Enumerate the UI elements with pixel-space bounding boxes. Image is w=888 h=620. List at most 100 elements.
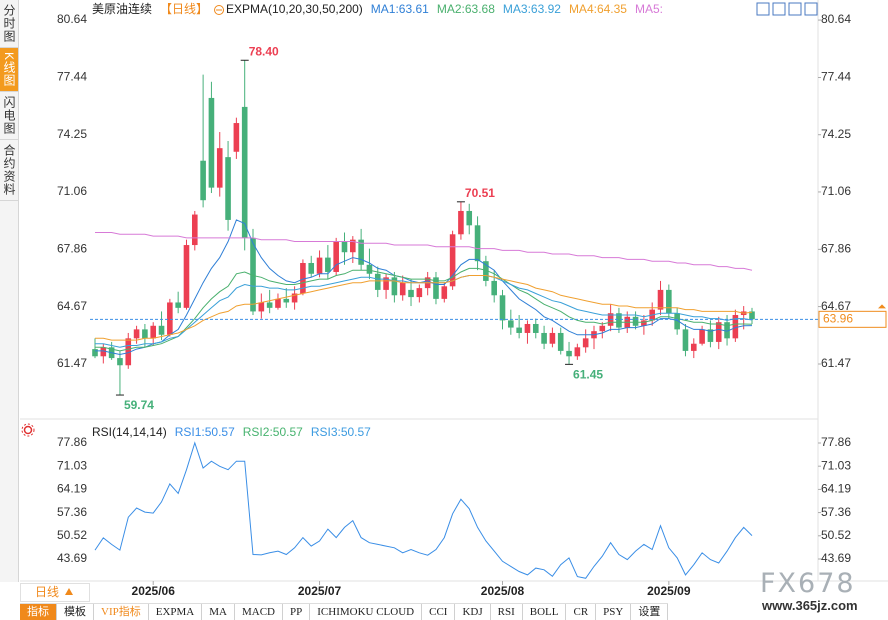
sidebar-tab[interactable]: 合约资料 xyxy=(0,140,18,202)
toolbar-button[interactable]: VIP指标 xyxy=(94,604,149,620)
candle-body xyxy=(399,282,406,296)
candle-body xyxy=(466,210,473,226)
toolbar-button[interactable]: ICHIMOKU CLOUD xyxy=(310,604,423,620)
toolbar-button[interactable]: CR xyxy=(566,604,597,620)
legend-entry: RSI2:50.57 xyxy=(243,425,303,439)
candle-body xyxy=(724,322,730,339)
toolbar-button[interactable]: BOLL xyxy=(523,604,567,620)
candle-body xyxy=(657,289,664,310)
candle-body xyxy=(383,277,389,290)
candle-body xyxy=(616,313,622,328)
candle-body xyxy=(183,245,190,308)
sidebar-tab[interactable]: K线图 xyxy=(0,48,18,93)
toolbar-button[interactable]: MA xyxy=(202,604,235,620)
candle-body xyxy=(391,277,398,296)
toolbar-button[interactable]: 设置 xyxy=(631,604,669,620)
toolbar-button[interactable]: PSY xyxy=(596,604,632,620)
collapse-icon xyxy=(214,5,225,15)
x-tick-label: 2025/07 xyxy=(298,584,342,598)
candle-body xyxy=(666,289,672,314)
candle-body xyxy=(133,329,140,339)
candle-body xyxy=(341,241,348,253)
candle-body xyxy=(516,327,522,333)
candle-body xyxy=(241,106,248,238)
toolbar-button[interactable]: 模板 xyxy=(57,604,94,620)
candle-body xyxy=(499,295,506,321)
candle-body xyxy=(541,332,547,344)
candle-body xyxy=(574,347,581,357)
candle-body xyxy=(191,214,198,246)
candle-body xyxy=(732,315,739,339)
sidebar-tab[interactable]: 分时图 xyxy=(0,0,18,48)
settings-icon[interactable] xyxy=(21,423,35,437)
legend-entry: MA3:63.92 xyxy=(503,2,561,16)
candle-body xyxy=(582,338,589,348)
candle-body xyxy=(333,241,339,272)
toolbar-button[interactable]: EXPMA xyxy=(149,604,203,620)
candle-body xyxy=(524,323,531,333)
y-tick-label-right: 71.03 xyxy=(821,458,851,472)
candle-body xyxy=(275,298,281,308)
watermark-url: www.365jz.com xyxy=(762,598,858,613)
y-tick-label: 77.44 xyxy=(57,70,87,84)
period-label[interactable]: 日线 xyxy=(35,585,60,599)
icon[interactable] xyxy=(21,423,35,437)
toolbar-button[interactable]: CCI xyxy=(422,604,456,620)
period-label: 【日线】 xyxy=(160,2,208,16)
y-tick-label-right: 71.06 xyxy=(821,184,851,198)
candle-body xyxy=(557,332,564,351)
series-line xyxy=(95,267,753,352)
icon[interactable] xyxy=(756,2,770,16)
candle-body xyxy=(458,210,464,235)
candle-body xyxy=(158,325,165,335)
toolbar-button[interactable]: 指标 xyxy=(20,604,57,620)
toolbar-button[interactable]: PP xyxy=(283,604,311,620)
candle-body xyxy=(366,264,373,274)
candle-body xyxy=(258,302,265,312)
candle-body xyxy=(408,289,414,298)
candle-body xyxy=(715,322,722,342)
candle-body xyxy=(358,239,364,265)
icon[interactable] xyxy=(772,2,786,16)
icon[interactable] xyxy=(23,425,33,435)
candle-body xyxy=(150,325,157,339)
period-button[interactable]: 日线 xyxy=(20,583,90,602)
series-line xyxy=(95,219,753,356)
y-tick-label-right: 74.25 xyxy=(821,127,851,141)
y-tick-label: 71.06 xyxy=(57,184,87,198)
candle-body xyxy=(167,302,173,335)
candle-body xyxy=(599,325,606,332)
toolbar-icons[interactable] xyxy=(756,2,818,16)
legend-entry: RSI1:50.57 xyxy=(175,425,235,439)
last-price-box xyxy=(818,310,887,328)
candle-body xyxy=(508,320,514,328)
candle-body xyxy=(175,302,181,308)
last-price-label: 63.96 xyxy=(823,311,853,325)
candle-body xyxy=(266,302,273,308)
candle-body xyxy=(283,298,290,303)
indicator-name: EXPMA(10,20,30,50,200) xyxy=(226,2,363,16)
y-tick-label: 61.47 xyxy=(57,356,87,370)
icon[interactable] xyxy=(788,2,802,16)
toolbar-button[interactable]: MACD xyxy=(235,604,283,620)
candle-body xyxy=(532,323,539,333)
y-tick-label-right: 64.67 xyxy=(821,299,851,313)
y-tick-label: 64.19 xyxy=(57,482,87,496)
x-tick-label: 2025/09 xyxy=(647,584,691,598)
candle-body xyxy=(441,286,448,299)
candle-body xyxy=(250,237,256,312)
watermark-logo: FX678 xyxy=(760,568,856,599)
legend-entry: MA4:64.35 xyxy=(569,2,627,16)
sidebar-tab[interactable]: 闪电图 xyxy=(0,92,18,141)
legend-entry: MA5: xyxy=(635,2,663,16)
toolbar-button[interactable]: RSI xyxy=(491,604,523,620)
y-tick-label: 67.86 xyxy=(57,242,87,256)
candle-body xyxy=(491,280,497,296)
candle-body xyxy=(92,349,98,357)
y-tick-label-right: 43.69 xyxy=(821,551,851,565)
candle-body xyxy=(350,239,356,253)
icon[interactable] xyxy=(804,2,818,16)
candle-body xyxy=(416,288,423,298)
y-tick-label: 57.36 xyxy=(57,505,87,519)
toolbar-button[interactable]: KDJ xyxy=(455,604,491,620)
